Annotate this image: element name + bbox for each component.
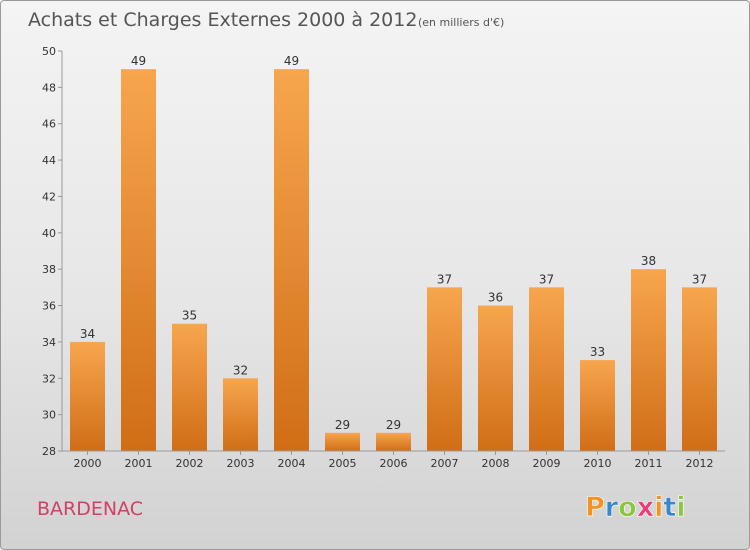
x-tick-label: 2003 <box>227 457 255 470</box>
x-tick-label: 2012 <box>686 457 714 470</box>
y-tick-label: 46 <box>42 118 56 131</box>
x-tick-label: 2004 <box>278 457 306 470</box>
bar <box>682 287 717 451</box>
proxiti-logo: Proxiti <box>585 492 686 523</box>
bar <box>121 69 156 451</box>
data-label: 29 <box>386 418 401 432</box>
bars: 34 49 35 32 49 29 29 37 36 37 33 38 37 <box>70 54 717 451</box>
y-tick-label: 50 <box>42 45 56 58</box>
logo-letter: r <box>605 492 619 523</box>
x-tick-label: 2000 <box>74 457 102 470</box>
x-tick-label: 2002 <box>176 457 204 470</box>
data-label: 49 <box>131 54 146 68</box>
data-label: 49 <box>284 54 299 68</box>
data-label: 29 <box>335 418 350 432</box>
x-tick-label: 2006 <box>380 457 408 470</box>
chart-subtitle: (en milliers d'€) <box>418 16 504 29</box>
data-label: 34 <box>80 327 95 341</box>
x-tick-label: 2005 <box>329 457 357 470</box>
y-tick-label: 42 <box>42 190 56 203</box>
y-tick-label: 40 <box>42 227 56 240</box>
x-tick-label: 2009 <box>533 457 561 470</box>
data-label: 36 <box>488 291 503 305</box>
bar <box>580 360 615 451</box>
data-label: 33 <box>590 345 605 359</box>
y-tick-label: 38 <box>42 263 56 276</box>
bar <box>631 269 666 451</box>
y-tick-label: 48 <box>42 81 56 94</box>
data-label: 35 <box>182 309 197 323</box>
bar <box>70 341 105 451</box>
data-label: 38 <box>641 254 656 268</box>
bar <box>172 323 207 451</box>
x-tick-label: 2001 <box>125 457 153 470</box>
chart-title: Achats et Charges Externes 2000 à 2012 <box>28 9 417 31</box>
bar <box>223 378 258 451</box>
data-label: 32 <box>233 363 248 377</box>
bar <box>274 69 309 451</box>
y-tick-label: 34 <box>42 336 56 349</box>
logo-letter: P <box>585 492 605 523</box>
bar <box>427 287 462 451</box>
x-axis: 2000 2001 2002 2003 2004 2005 2006 2007 2008 2009… <box>62 450 725 470</box>
logo-letter: t <box>663 492 676 523</box>
y-tick-label: 28 <box>42 445 56 458</box>
x-tick-label: 2007 <box>431 457 459 470</box>
data-label: 37 <box>437 272 452 286</box>
logo-letter: x <box>637 492 654 523</box>
y-tick-label: 30 <box>42 409 56 422</box>
bar <box>325 432 360 451</box>
place-name: BARDENAC <box>37 498 143 520</box>
y-tick-label: 36 <box>42 300 56 313</box>
logo-letter: i <box>654 492 663 523</box>
bar <box>376 432 411 451</box>
logo-letter: o <box>618 492 637 523</box>
bar <box>529 287 564 451</box>
y-tick-label: 32 <box>42 372 56 385</box>
data-label: 37 <box>539 272 554 286</box>
y-axis: 28 30 32 34 36 38 40 42 44 46 48 50 <box>42 45 63 458</box>
data-label: 37 <box>692 272 707 286</box>
logo-letter: i <box>676 492 685 523</box>
x-tick-label: 2010 <box>584 457 612 470</box>
bar <box>478 305 513 451</box>
y-tick-label: 44 <box>42 154 56 167</box>
x-tick-label: 2008 <box>482 457 510 470</box>
x-tick-label: 2011 <box>635 457 663 470</box>
